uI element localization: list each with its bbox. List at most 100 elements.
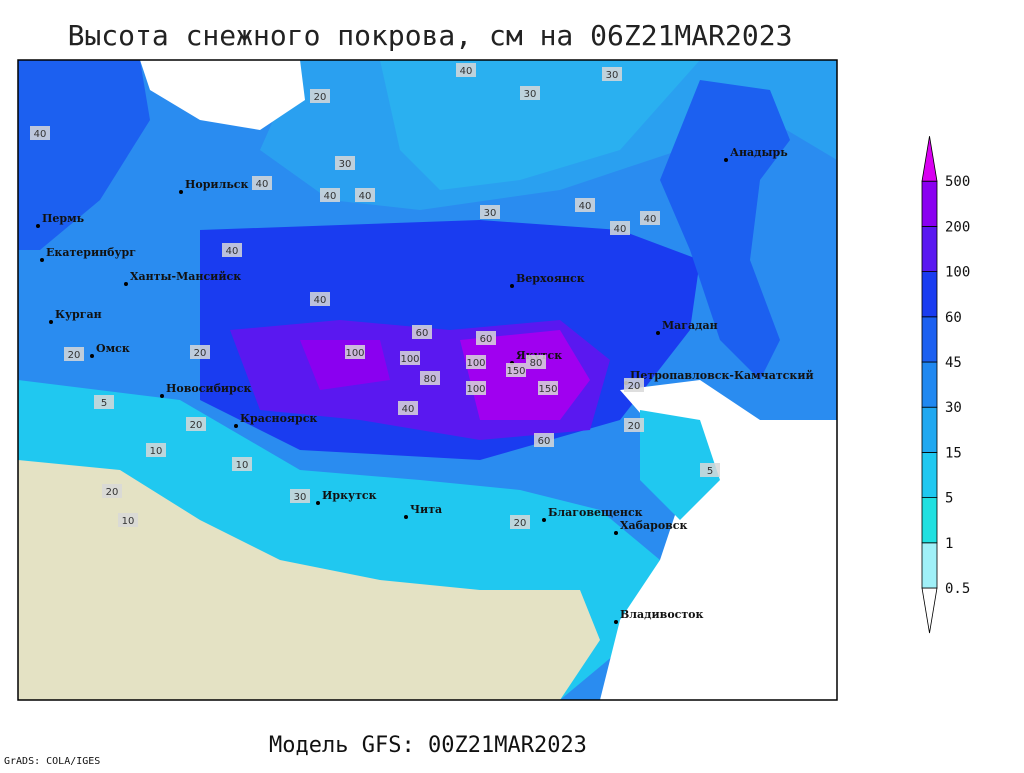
city-name: Владивосток	[620, 608, 704, 621]
contour-label-box	[252, 176, 272, 190]
contour-label-box	[510, 515, 530, 529]
contour-label: 20	[628, 421, 641, 432]
colorbar-label: 60	[945, 310, 962, 326]
contour-label-box	[290, 489, 310, 503]
contour-label: 40	[644, 214, 657, 225]
city-name: Чита	[410, 503, 442, 516]
colorbar-band	[921, 406, 938, 453]
contour-label-box	[420, 371, 440, 385]
city-dot	[36, 224, 40, 228]
contour-label: 10	[122, 516, 135, 527]
contour-label-box	[400, 351, 420, 365]
colorbar-band	[921, 180, 938, 227]
colorbar-label: 200	[945, 219, 970, 235]
colorbar-label: 45	[945, 355, 962, 371]
contour-label-box	[575, 198, 595, 212]
contour-label: 20	[514, 518, 527, 529]
contour-label: 60	[480, 334, 493, 345]
contour-label-box	[102, 484, 122, 498]
contour-label: 60	[538, 436, 551, 447]
colorbar-band	[921, 451, 938, 498]
city-name: Новосибирск	[166, 382, 251, 395]
contour-labels: 40 30 30 20 40 30 40 40 40 30 40 40 40 100 100 80 100 150…	[30, 63, 720, 529]
city-name: Красноярск	[240, 412, 317, 425]
contour-label-box	[412, 325, 432, 339]
city-name: Пермь	[42, 212, 85, 225]
contour-label-box	[310, 292, 330, 306]
contour-label-box	[640, 211, 660, 225]
contour-label-box	[320, 188, 340, 202]
contour-label-box	[345, 345, 365, 359]
subtitle: Модель GFS: 00Z21MAR2023	[269, 733, 587, 758]
contour-label: 20	[314, 92, 327, 103]
colorbar-label: 1	[945, 536, 953, 552]
colorbar-band	[921, 136, 938, 182]
sea	[140, 60, 305, 130]
contour-label-box	[466, 355, 486, 369]
contour-label: 100	[466, 384, 485, 395]
contour-label: 40	[256, 179, 269, 190]
contour-label: 40	[614, 224, 627, 235]
contour-label-box	[186, 417, 206, 431]
city-name: Петропавловск-Камчатский	[630, 369, 814, 382]
contour-label: 30	[294, 492, 307, 503]
contour-label-box	[526, 355, 546, 369]
contour-label: 100	[466, 358, 485, 369]
city-dot	[90, 354, 94, 358]
contour-label: 150	[538, 384, 557, 395]
contour-label-box	[534, 433, 554, 447]
map-frame	[17, 59, 838, 701]
contour-label: 60	[416, 328, 429, 339]
contour-label: 10	[150, 446, 163, 457]
colorbar-label: 30	[945, 400, 962, 416]
colorbar-label: 0.5	[945, 581, 970, 597]
city-dot	[614, 531, 618, 535]
contour-label-box	[480, 205, 500, 219]
contour-label: 40	[402, 404, 415, 415]
contour-label: 20	[106, 487, 119, 498]
city-dot	[124, 282, 128, 286]
region	[640, 410, 720, 520]
city-dot	[656, 331, 660, 335]
city-dot	[724, 158, 728, 162]
contour-label-box	[118, 513, 138, 527]
contour-label-box	[520, 86, 540, 100]
contour-label-box	[624, 378, 644, 392]
colorbar-band	[921, 225, 938, 272]
cities: Пермь Екатеринбург Ханты-Мансийск Курган Омс…	[36, 146, 814, 624]
colorbar-band	[921, 271, 938, 318]
contour-label-box	[456, 63, 476, 77]
contour-label: 80	[424, 374, 437, 385]
contour-label-box	[30, 126, 50, 140]
colorbar-band	[921, 361, 938, 408]
city-name: Хабаровск	[620, 519, 687, 532]
city-name: Иркутск	[322, 489, 377, 502]
city-dot	[614, 620, 618, 624]
contour-label: 20	[190, 420, 203, 431]
colorbar-band	[921, 587, 938, 634]
contour-label: 30	[606, 70, 619, 81]
colorbar-band	[921, 316, 938, 363]
contour-label-box	[466, 381, 486, 395]
city-dot	[160, 394, 164, 398]
city-dot	[49, 320, 53, 324]
land-no-snow	[18, 460, 600, 700]
contour-label: 30	[524, 89, 537, 100]
region	[18, 60, 150, 250]
contour-label: 80	[530, 358, 543, 369]
contour-label-box	[398, 401, 418, 415]
contour-label-box	[476, 331, 496, 345]
contour-label: 100	[345, 348, 364, 359]
city-dot	[404, 515, 408, 519]
city-dot	[40, 258, 44, 262]
contour-label: 40	[314, 295, 327, 306]
contour-label-box	[310, 89, 330, 103]
contour-label: 100	[400, 354, 419, 365]
contour-label-box	[64, 347, 84, 361]
region	[300, 340, 390, 390]
contour-label: 5	[707, 466, 713, 477]
contour-label-box	[94, 395, 114, 409]
contour-label-box	[624, 418, 644, 432]
colorbar-label: 500	[945, 174, 970, 190]
